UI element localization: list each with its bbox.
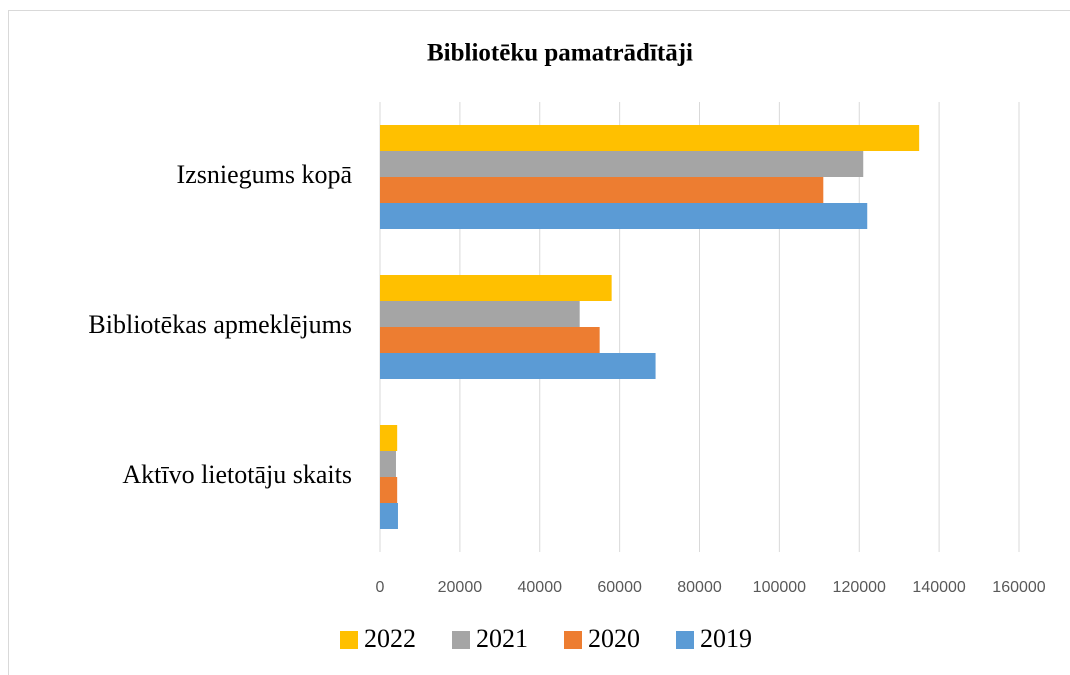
legend-label: 2019 <box>700 624 752 653</box>
bar <box>380 353 656 379</box>
bar <box>380 275 612 301</box>
x-tick-label: 0 <box>376 579 385 596</box>
bar <box>380 477 398 503</box>
bar <box>380 425 398 451</box>
y-tick-label: Izsniegums kopā <box>177 160 353 189</box>
legend-swatch <box>340 631 358 649</box>
x-tick-label: 20000 <box>438 579 483 596</box>
bar <box>380 177 824 203</box>
x-tick-label: 160000 <box>992 579 1045 596</box>
legend-label: 2022 <box>364 624 416 653</box>
legend-swatch <box>676 631 694 649</box>
x-tick-label: 100000 <box>753 579 806 596</box>
legend-swatch <box>452 631 470 649</box>
chart-title: Bibliotēku pamatrādītāji <box>427 40 693 67</box>
bar <box>380 503 398 529</box>
bar <box>380 125 920 151</box>
bar <box>380 151 864 177</box>
y-tick-label: Aktīvo lietotāju skaits <box>122 460 352 489</box>
bar <box>380 203 868 229</box>
legend-label: 2021 <box>476 624 528 653</box>
x-tick-label: 120000 <box>833 579 886 596</box>
x-tick-label: 40000 <box>518 579 563 596</box>
legend-label: 2020 <box>588 624 640 653</box>
bar <box>380 301 580 327</box>
bar <box>380 451 396 477</box>
legend-swatch <box>564 631 582 649</box>
y-tick-label: Bibliotēkas apmeklējums <box>88 310 352 339</box>
x-tick-label: 80000 <box>677 579 722 596</box>
x-tick-label: 140000 <box>912 579 965 596</box>
x-tick-label: 60000 <box>597 579 642 596</box>
bar <box>380 327 600 353</box>
